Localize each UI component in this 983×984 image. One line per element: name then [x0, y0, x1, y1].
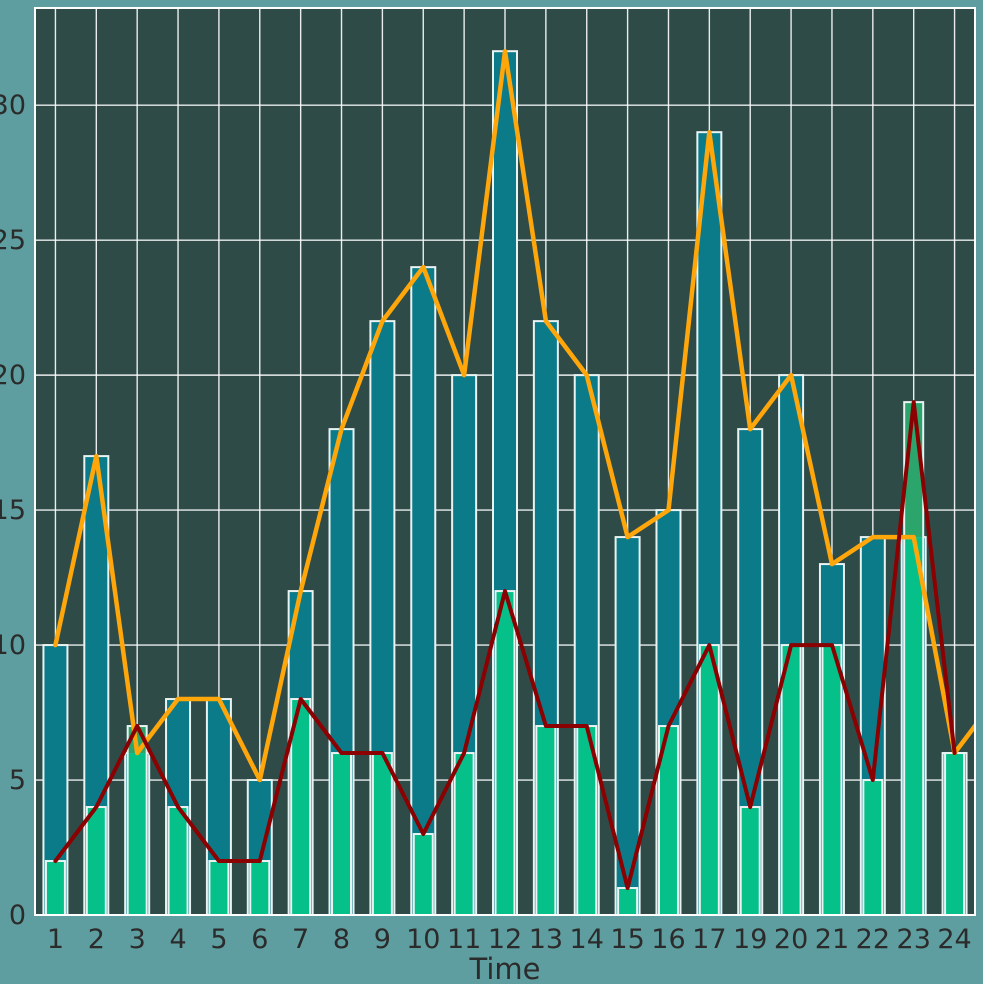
x-tick-label-7: 7 [292, 924, 309, 955]
green-bar-lower-5 [209, 861, 229, 915]
green-bar-lower-13 [536, 726, 556, 915]
x-tick-label-24: 24 [937, 924, 971, 955]
green-bar-lower-23 [904, 537, 924, 915]
green-bar-lower-6 [250, 861, 270, 915]
green-bar-lower-1 [45, 861, 65, 915]
green-bar-lower-9 [372, 753, 392, 915]
y-tick-label-15: 15 [0, 495, 26, 526]
orange-line [53, 48, 975, 783]
x-tick-label-11: 11 [447, 924, 481, 955]
x-tick-label-16: 16 [651, 924, 685, 955]
green-bar-lower-15 [618, 888, 638, 915]
x-tick-label-13: 13 [529, 924, 563, 955]
x-axis-title: Time [469, 952, 541, 984]
y-tick-label-0: 0 [9, 900, 26, 931]
green-bar-lower-10 [413, 834, 433, 915]
green-bar-lower-7 [291, 699, 311, 915]
x-tick-label-20: 20 [774, 924, 808, 955]
y-tick-label-30: 30 [0, 90, 26, 121]
x-tick-label-4: 4 [169, 924, 186, 955]
green-bar-lower-3 [127, 753, 147, 915]
dark-red-line [53, 400, 957, 890]
green-bar-lower-2 [86, 807, 106, 915]
green-bar-lower-14 [577, 726, 597, 915]
green-bar-lower-11 [454, 753, 474, 915]
x-tick-label-5: 5 [210, 924, 227, 955]
x-tick-label-23: 23 [897, 924, 931, 955]
x-tick-label-8: 8 [333, 924, 350, 955]
x-tick-label-15: 15 [610, 924, 644, 955]
y-tick-label-10: 10 [0, 630, 26, 661]
x-tick-label-2: 2 [88, 924, 105, 955]
y-tick-label-20: 20 [0, 360, 26, 391]
x-tick-label-22: 22 [856, 924, 890, 955]
x-tick-label-12: 12 [488, 924, 522, 955]
green-bar-lower-19 [740, 807, 760, 915]
x-tick-label-14: 14 [570, 924, 604, 955]
x-tick-label-3: 3 [129, 924, 146, 955]
y-tick-label-5: 5 [9, 765, 26, 796]
green-bar-lower-8 [332, 753, 352, 915]
green-bar-lower-24 [945, 753, 965, 915]
x-tick-label-1: 1 [47, 924, 64, 955]
green-bar-lower-21 [822, 645, 842, 915]
green-bar-lower-22 [863, 780, 883, 915]
green-bar-lower-12 [495, 591, 515, 915]
x-tick-label-17: 17 [692, 924, 726, 955]
green-bar-lower-20 [781, 645, 801, 915]
x-tick-label-19: 19 [733, 924, 767, 955]
y-tick-label-25: 25 [0, 225, 26, 256]
x-tick-label-9: 9 [374, 924, 391, 955]
lines-group [53, 48, 975, 890]
green-bar-lower-16 [658, 726, 678, 915]
x-tick-label-10: 10 [406, 924, 440, 955]
plot-border [34, 7, 976, 916]
green-bar-lower-4 [168, 807, 188, 915]
x-tick-label-21: 21 [815, 924, 849, 955]
x-tick-label-6: 6 [251, 924, 268, 955]
green-bar-lower-17 [699, 645, 719, 915]
